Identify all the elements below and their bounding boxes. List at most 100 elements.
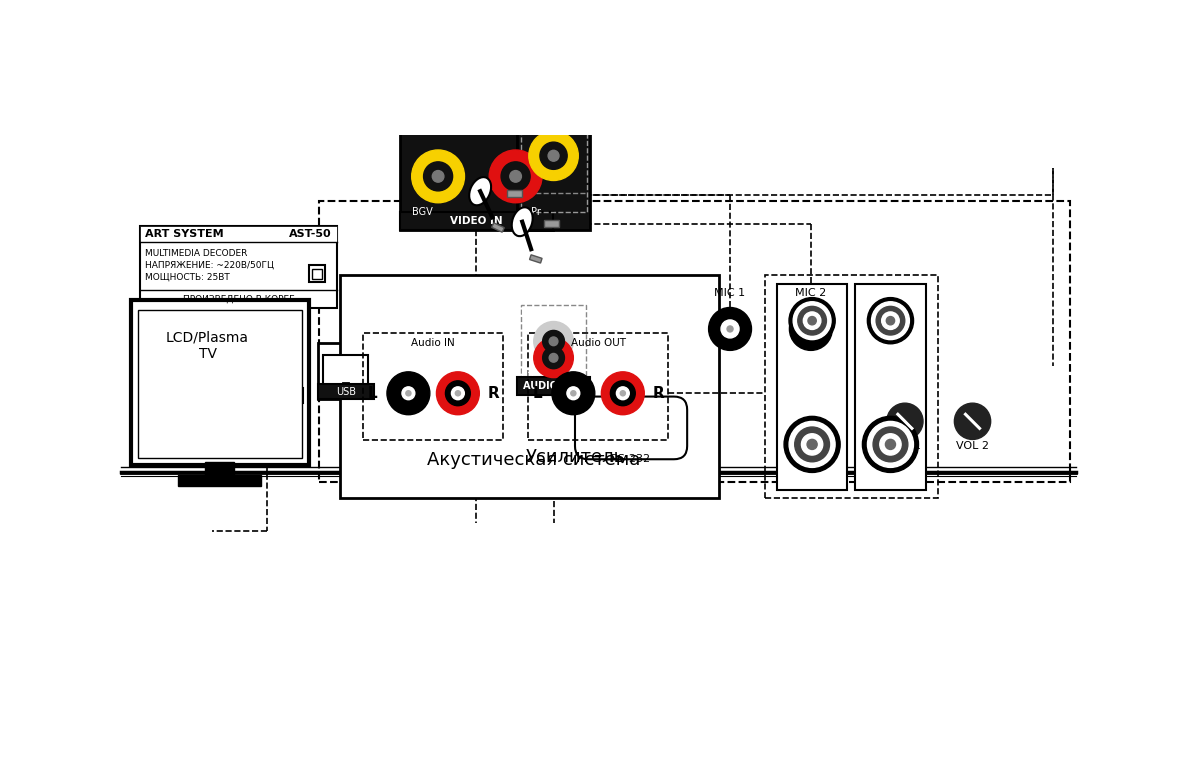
Circle shape <box>502 52 530 81</box>
Text: MULTIMEDIA DECODER: MULTIMEDIA DECODER <box>145 249 248 258</box>
Bar <box>521 119 587 212</box>
Circle shape <box>510 170 522 182</box>
Text: ART SYSTEM: ART SYSTEM <box>145 229 224 239</box>
Bar <box>140 226 338 308</box>
Text: R: R <box>652 386 664 401</box>
Bar <box>140 337 214 399</box>
Circle shape <box>534 338 573 378</box>
Text: VOL 1: VOL 1 <box>888 441 922 451</box>
Circle shape <box>721 320 739 338</box>
Text: VIDEO OUT: VIDEO OUT <box>523 69 584 79</box>
Circle shape <box>807 439 818 449</box>
Text: MIC 2: MIC 2 <box>795 288 826 298</box>
Text: Audio IN: Audio IN <box>412 338 455 348</box>
Bar <box>528 333 668 440</box>
Circle shape <box>402 387 415 399</box>
Circle shape <box>412 40 464 93</box>
Bar <box>230 389 303 403</box>
Circle shape <box>455 391 461 396</box>
Circle shape <box>502 162 530 191</box>
Circle shape <box>542 347 565 369</box>
Circle shape <box>797 306 826 335</box>
Circle shape <box>432 61 444 72</box>
Bar <box>777 284 847 490</box>
Circle shape <box>789 298 836 344</box>
Circle shape <box>808 326 814 332</box>
Text: Y: Y <box>412 96 418 106</box>
Bar <box>856 284 925 490</box>
Circle shape <box>790 308 832 350</box>
Bar <box>145 345 208 391</box>
Circle shape <box>256 320 278 342</box>
Circle shape <box>567 387 579 399</box>
Circle shape <box>490 40 542 93</box>
Text: VIDEO IN: VIDEO IN <box>450 216 503 226</box>
Text: L: L <box>369 386 378 401</box>
Circle shape <box>548 150 559 161</box>
Bar <box>132 300 309 465</box>
Circle shape <box>868 422 913 467</box>
Text: L: L <box>533 386 542 401</box>
Circle shape <box>871 301 910 340</box>
Bar <box>323 355 367 388</box>
Circle shape <box>529 131 578 180</box>
Circle shape <box>886 439 895 449</box>
Text: RS-232: RS-232 <box>610 454 651 464</box>
Circle shape <box>789 422 836 467</box>
Text: AUDIO OUT: AUDIO OUT <box>523 381 584 391</box>
Bar <box>205 462 235 476</box>
Bar <box>309 265 326 282</box>
Circle shape <box>571 391 576 396</box>
Circle shape <box>540 142 567 170</box>
Circle shape <box>432 170 444 182</box>
Circle shape <box>510 61 522 72</box>
Bar <box>320 201 1070 482</box>
Circle shape <box>472 109 480 117</box>
Bar <box>317 343 373 399</box>
Circle shape <box>437 372 479 415</box>
Bar <box>140 226 338 242</box>
Bar <box>400 0 553 230</box>
Text: MIC 1: MIC 1 <box>715 288 746 298</box>
Circle shape <box>424 162 452 191</box>
Text: FR: FR <box>521 369 533 379</box>
Bar <box>400 212 553 230</box>
Circle shape <box>886 317 894 325</box>
Circle shape <box>396 381 421 406</box>
Circle shape <box>727 326 733 332</box>
Circle shape <box>882 312 899 329</box>
Bar <box>138 310 302 459</box>
Text: Pr: Pr <box>531 207 541 217</box>
Bar <box>517 300 590 395</box>
Bar <box>543 220 559 227</box>
Circle shape <box>808 317 816 325</box>
Text: BGV: BGV <box>412 207 432 217</box>
Bar <box>340 275 719 498</box>
Bar <box>492 223 504 232</box>
Circle shape <box>620 391 625 396</box>
Circle shape <box>451 387 464 399</box>
Text: CVBS: CVBS <box>563 126 587 136</box>
Bar <box>312 269 322 278</box>
Circle shape <box>387 372 430 415</box>
Bar <box>765 275 938 498</box>
Circle shape <box>548 93 559 104</box>
Bar <box>363 333 503 440</box>
Polygon shape <box>232 344 300 393</box>
Text: HDMI OUT: HDMI OUT <box>242 391 292 401</box>
Text: R: R <box>487 386 499 401</box>
Text: Pb: Pb <box>529 96 541 106</box>
Circle shape <box>795 427 830 462</box>
Circle shape <box>542 331 565 352</box>
Text: FL: FL <box>521 308 531 318</box>
Text: Audio OUT: Audio OUT <box>571 338 626 348</box>
Circle shape <box>610 381 636 406</box>
Circle shape <box>803 312 821 329</box>
Circle shape <box>709 308 752 350</box>
Circle shape <box>794 301 831 340</box>
Text: LCD/Plasma
TV: LCD/Plasma TV <box>166 330 249 361</box>
Bar <box>178 475 261 487</box>
Circle shape <box>802 320 820 338</box>
Circle shape <box>887 403 923 439</box>
Text: Усилитель: Усилитель <box>525 448 625 466</box>
